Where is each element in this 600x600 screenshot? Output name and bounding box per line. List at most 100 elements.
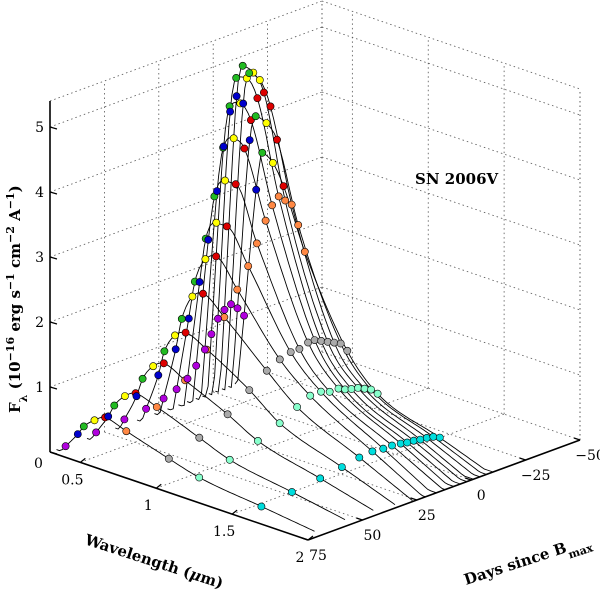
flux-point[interactable] [219,142,228,151]
flux-point[interactable] [154,371,163,380]
flux-point[interactable] [334,384,343,393]
flux-point[interactable] [207,330,216,338]
flux-point[interactable] [222,222,231,231]
flux-point[interactable] [152,403,161,411]
flux-point[interactable] [355,453,364,462]
flux-point[interactable] [61,442,70,451]
flux-point[interactable] [92,428,100,437]
flux-point[interactable] [229,134,238,143]
flux-point[interactable] [199,289,207,298]
flux-point[interactable] [245,136,254,144]
flux-point[interactable] [232,74,241,82]
flux-point[interactable] [244,262,253,270]
flux-point[interactable] [274,192,283,201]
flux-point[interactable] [317,387,325,396]
flux-point[interactable] [221,176,229,185]
flux-point[interactable] [253,436,262,445]
flux-point[interactable] [159,394,168,403]
flux-point[interactable] [239,99,248,108]
flux-point[interactable] [429,432,438,441]
flux-point[interactable] [268,158,277,167]
flux-point[interactable] [262,366,271,375]
flux-point[interactable] [275,355,284,364]
flux-point[interactable] [367,385,375,394]
flux-point[interactable] [316,474,325,483]
flux-point[interactable] [240,144,249,153]
flux-point[interactable] [79,422,88,431]
flux-point[interactable] [121,392,129,400]
flux-point[interactable] [295,344,304,353]
flux-point[interactable] [325,387,334,396]
flux-point[interactable] [396,439,405,448]
flux-point[interactable] [294,221,303,229]
flux-point[interactable] [159,359,168,368]
flux-point[interactable] [245,69,254,77]
flux-point[interactable] [183,374,192,383]
flux-point[interactable] [177,314,186,323]
flux-point[interactable] [213,187,221,195]
flux-point[interactable] [251,112,260,121]
flux-point[interactable] [200,345,209,354]
flux-point[interactable] [240,311,248,320]
flux-point[interactable] [337,463,346,471]
flux-point[interactable] [259,88,268,97]
flux-point[interactable] [214,314,222,323]
flux-point[interactable] [287,200,296,209]
flux-point[interactable] [341,385,349,394]
flux-point[interactable] [268,201,276,210]
flux-point[interactable] [287,488,296,496]
flux-point[interactable] [164,454,173,463]
flux-point[interactable] [225,455,234,464]
flux-point[interactable] [232,92,241,101]
flux-point[interactable] [255,76,264,84]
flux-point[interactable] [252,185,261,194]
flux-point[interactable] [120,415,129,424]
flux-point[interactable] [435,433,444,442]
flux-point[interactable] [409,436,418,445]
flux-point[interactable] [317,336,326,345]
flux-point[interactable] [181,328,190,337]
flux-point[interactable] [73,430,82,438]
flux-point[interactable] [220,305,229,314]
flux-point[interactable] [252,239,261,248]
flux-point[interactable] [142,404,150,413]
flux-point[interactable] [347,385,356,393]
flux-point[interactable] [171,345,180,354]
flux-point[interactable] [245,386,254,394]
flux-point[interactable] [104,412,113,421]
flux-point[interactable] [403,438,412,447]
flux-point[interactable] [192,361,201,370]
flux-point[interactable] [212,218,221,227]
flux-point[interactable] [204,235,213,244]
flux-point[interactable] [172,385,181,394]
flux-point[interactable] [253,94,262,103]
flux-point[interactable] [279,182,288,190]
flux-point[interactable] [233,304,242,313]
flux-point[interactable] [323,337,332,346]
flux-point[interactable] [330,338,339,347]
flux-point[interactable] [195,433,204,442]
flux-point[interactable] [258,148,267,157]
flux-point[interactable] [171,331,179,340]
flux-point[interactable] [223,410,232,419]
flux-point[interactable] [310,336,319,344]
flux-point[interactable] [138,374,147,383]
flux-point[interactable] [422,433,431,442]
flux-point[interactable] [416,435,425,444]
flux-point[interactable] [220,313,229,322]
flux-point[interactable] [122,427,131,436]
flux-point[interactable] [343,346,352,355]
flux-point[interactable] [304,338,312,347]
flux-point[interactable] [201,255,210,264]
flux-point[interactable] [184,314,193,323]
flux-point[interactable] [262,119,271,127]
flux-point[interactable] [354,383,362,392]
flux-point[interactable] [275,419,284,428]
flux-point[interactable] [212,252,220,261]
flux-point[interactable] [227,300,235,309]
flux-point[interactable] [110,401,119,410]
flux-point[interactable] [238,61,247,70]
flux-point[interactable] [261,216,270,225]
flux-point[interactable] [306,391,315,400]
flux-point[interactable] [226,107,234,116]
